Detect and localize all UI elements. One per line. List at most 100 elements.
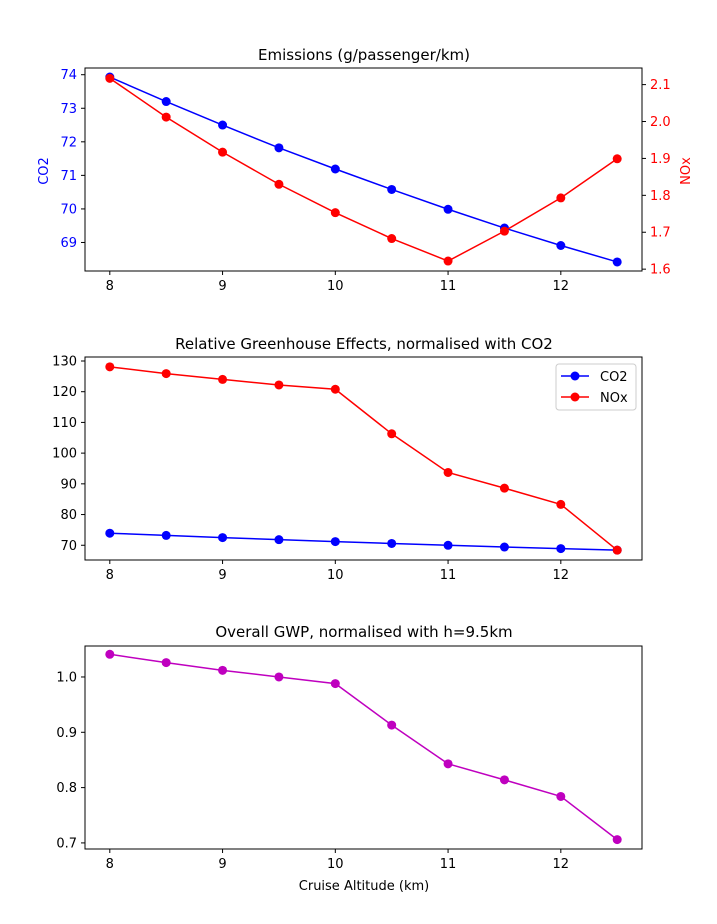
data-point-nox [274,179,284,189]
data-point-co2 [499,542,509,552]
greenhouse-title: Relative Greenhouse Effects, normalised … [175,335,553,353]
x-tick-label: 8 [106,279,114,294]
data-point-nox [556,499,566,509]
x-tick-label: 9 [218,568,226,583]
legend-co2-label: CO2 [600,370,628,385]
data-point-nox [387,429,397,439]
data-point-nox [556,193,566,203]
series-line-nox [109,77,618,262]
data-point-nox [443,467,453,477]
x-tick-label: 11 [440,568,457,583]
y-tick-label: 0.9 [56,726,77,741]
y-right-tick-label: 1.6 [650,263,671,278]
emissions-nox-axis-label: NOx [679,157,694,185]
series-line-co2 [109,532,618,551]
y-tick-label: 110 [52,416,77,431]
data-point-nox [330,208,340,218]
data-point-gwp [330,679,340,689]
y-right-tick-label: 1.8 [650,189,671,204]
data-point-co2 [161,97,171,107]
plot-frame [84,67,643,272]
legend-nox-marker [570,392,580,402]
data-point-co2 [556,544,566,554]
data-point-gwp [612,835,622,845]
gwp-panel: Overall GWP, normalised with h=9.5km Cru… [56,623,643,894]
data-point-nox [443,256,453,266]
data-point-nox [274,380,284,390]
data-point-co2 [161,530,171,540]
data-point-co2 [443,540,453,550]
series-line-gwp [109,653,618,841]
plot-frame [84,645,643,850]
data-point-gwp [387,720,397,730]
data-point-gwp [556,791,566,801]
y-tick-label: 70 [60,202,77,217]
y-tick-label: 0.7 [56,836,77,851]
data-point-nox [499,483,509,493]
x-tick-label: 12 [553,568,570,583]
data-point-co2 [387,184,397,194]
y-tick-label: 130 [52,354,77,369]
x-tick-label: 11 [440,857,457,872]
legend-co2-marker [570,371,580,381]
data-point-co2 [218,120,228,130]
data-point-co2 [105,528,115,538]
y-tick-label: 120 [52,385,77,400]
data-point-co2 [330,164,340,174]
y-tick-label: 100 [52,447,77,462]
data-point-nox [105,362,115,372]
y-tick-label: 1.0 [56,670,77,685]
data-point-co2 [274,143,284,153]
y-right-tick-label: 2.0 [650,115,671,130]
data-point-nox [218,147,228,157]
plot-frame [84,356,643,561]
y-tick-label: 73 [60,102,77,117]
y-right-tick-label: 2.1 [650,78,671,93]
data-point-gwp [161,658,171,668]
data-point-nox [161,369,171,379]
data-point-gwp [443,759,453,769]
data-point-nox [105,73,115,83]
data-point-co2 [556,240,566,250]
y-right-tick-label: 1.7 [650,226,671,241]
x-tick-label: 8 [106,857,114,872]
x-tick-label: 10 [327,568,344,583]
x-tick-label: 9 [218,857,226,872]
data-point-co2 [218,533,228,543]
data-point-gwp [218,665,228,675]
greenhouse-panel: Relative Greenhouse Effects, normalised … [52,335,643,583]
y-tick-label: 70 [60,539,77,554]
legend-nox-label: NOx [600,391,628,406]
series-line-nox [109,366,618,551]
data-point-co2 [387,538,397,548]
y-tick-label: 72 [60,135,77,150]
emissions-co2-axis-label: CO2 [37,157,52,185]
y-tick-label: 74 [60,68,77,83]
data-point-co2 [330,537,340,547]
x-tick-label: 12 [553,279,570,294]
data-point-co2 [443,204,453,214]
y-tick-label: 0.8 [56,781,77,796]
data-point-co2 [274,535,284,545]
x-tick-label: 11 [440,279,457,294]
data-point-nox [499,226,509,236]
series-line-co2 [109,76,618,263]
data-point-nox [330,384,340,394]
data-point-gwp [105,649,115,659]
y-tick-label: 69 [60,236,77,251]
data-point-nox [218,374,228,384]
gwp-title: Overall GWP, normalised with h=9.5km [215,623,512,641]
data-point-co2 [612,257,622,267]
emissions-title: Emissions (g/passenger/km) [258,46,470,64]
data-point-nox [387,234,397,244]
data-point-nox [612,154,622,164]
greenhouse-legend: CO2 NOx [555,363,637,411]
data-point-nox [161,112,171,122]
x-tick-label: 8 [106,568,114,583]
data-point-gwp [499,775,509,785]
x-tick-label: 10 [327,857,344,872]
gwp-x-axis-label: Cruise Altitude (km) [299,879,429,894]
emissions-panel: Emissions (g/passenger/km) CO2 NOx 8 9 10 1… [37,46,694,294]
